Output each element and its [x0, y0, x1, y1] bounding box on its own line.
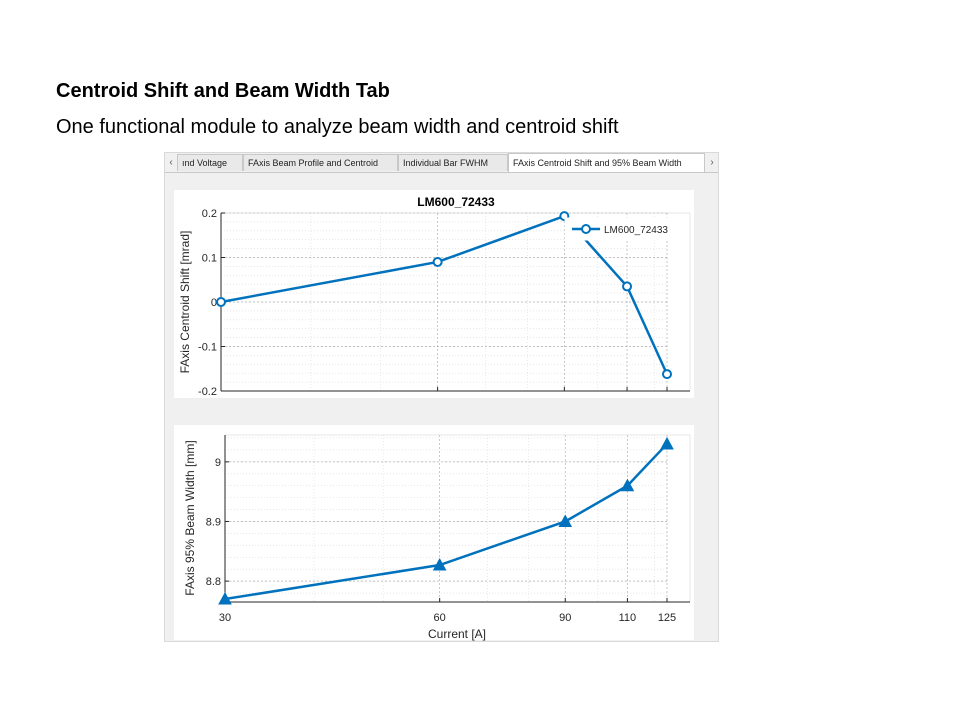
data-point: [622, 281, 633, 292]
data-point: [662, 369, 672, 380]
data-point: [218, 591, 232, 605]
x-tick-label: 90: [559, 612, 571, 624]
data-point: [432, 256, 443, 267]
tab-individual-bar-fwhm[interactable]: Individual Bar FWHM: [398, 154, 508, 171]
bottom-chart-ylabel: FAxis 95% Beam Width [mm]: [183, 440, 197, 595]
top-chart-ticks: -0.2 -0.1 0 0.1 0.2: [198, 208, 668, 398]
bottom-chart-series: [218, 436, 674, 605]
y-tick-label: 9: [215, 457, 221, 469]
y-tick-label: 8.8: [206, 576, 221, 588]
y-tick-label: 8.9: [206, 516, 221, 528]
legend-label: LM600_72433: [604, 225, 668, 236]
slide-subtitle: One functional module to analyze beam wi…: [56, 116, 619, 138]
tab-centroid-shift-beam-width[interactable]: FAxis Centroid Shift and 95% Beam Width: [508, 153, 705, 172]
y-tick-label: -0.2: [198, 386, 217, 398]
bottom-chart-xlabel: Current [A]: [428, 627, 486, 641]
legend-circle-marker: [581, 224, 591, 234]
tab-beam-profile-centroid[interactable]: FAxis Beam Profile and Centroid: [243, 154, 398, 171]
data-point: [216, 297, 226, 307]
tab-bar: ‹ ınd Voltage FAxis Beam Profile and Cen…: [165, 153, 718, 173]
y-tick-label: -0.1: [198, 342, 217, 354]
x-tick-label: 30: [219, 612, 231, 624]
bottom-chart-background: [174, 425, 694, 640]
y-tick-label: 0: [211, 297, 217, 309]
data-point: [620, 478, 635, 492]
y-tick-label: 0.2: [202, 208, 217, 220]
top-chart-legend: LM600_72433: [564, 217, 686, 241]
top-chart-ylabel: FAxis Centroid Shift [mrad]: [178, 231, 192, 374]
top-chart-title: LM600_72433: [417, 195, 495, 209]
top-chart-series: [216, 211, 672, 380]
tab-scroll-left-icon[interactable]: ‹: [169, 157, 173, 168]
data-point: [432, 557, 447, 571]
slide-title: Centroid Shift and Beam Width Tab: [56, 80, 390, 102]
data-point: [660, 436, 674, 450]
x-tick-label: 125: [658, 612, 676, 624]
x-tick-label: 110: [619, 612, 637, 624]
bottom-chart-ticks: 30 60 90 110 125 8.8 8.9 9: [206, 457, 676, 624]
y-tick-label: 0.1: [202, 253, 217, 265]
bottom-chart-grid: [224, 435, 668, 602]
legend-box: [564, 217, 686, 241]
data-point: [558, 514, 573, 527]
tab-voltage[interactable]: ınd Voltage: [177, 154, 243, 171]
tab-scroll-right-icon[interactable]: ›: [710, 157, 714, 168]
x-tick-label: 60: [434, 612, 446, 624]
